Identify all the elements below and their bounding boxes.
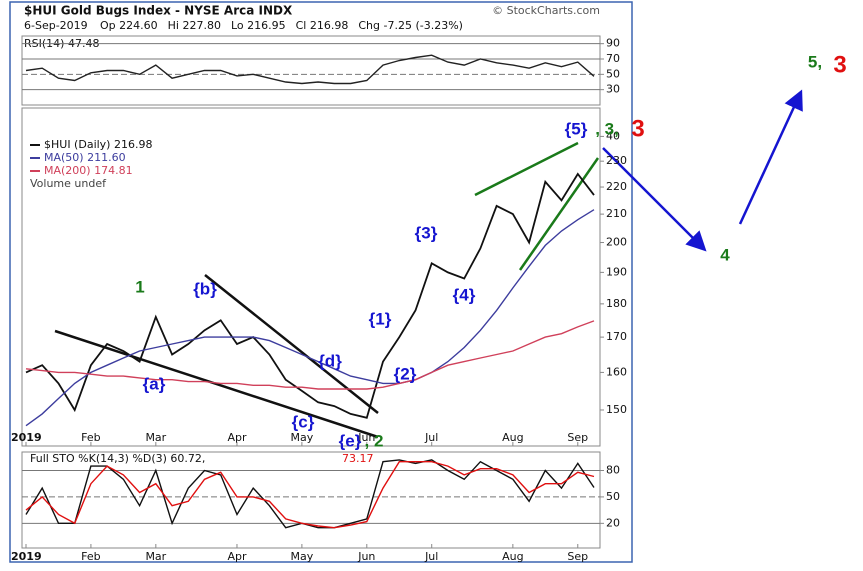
y-tick-label: 190 [606,265,627,278]
x-tick-label: Aug [502,431,523,444]
price-panel [21,107,601,447]
wave-label: {2} [394,364,417,383]
wave-label: {c} [292,412,315,431]
frame [9,1,633,563]
y-tick-label: 30 [606,83,620,96]
y-tick-label: 200 [606,236,627,249]
legend-label: MA(200) 174.81 [44,164,133,177]
wave-label: {4} [453,285,476,304]
x-tick-label: Aug [502,550,523,563]
wave-label: 5, [808,52,822,71]
y-tick-label: 210 [606,207,627,220]
x-tick-label: Mar [145,550,166,563]
source: © StockCharts.com [492,4,600,17]
x-tick-label: 2019 [11,550,42,563]
wave-label: {b} [193,279,217,298]
y-tick-label: 80 [606,463,620,476]
sto-panel [21,451,601,549]
x-tick-label: Jul [424,431,438,444]
sto-label: 73.17 [342,452,374,465]
trend-line [54,329,379,439]
y-tick-label: 70 [606,52,620,65]
y-tick-label: 50 [606,67,620,80]
x-tick-label: May [291,550,314,563]
x-tick-label: 2019 [11,431,42,444]
y-tick-label: 50 [606,490,620,503]
x-tick-label: Apr [227,431,247,444]
y-tick-label: 20 [606,516,620,529]
y-tick-label: 40 [606,129,620,142]
wave-label: 4 [720,245,730,264]
y-tick-label: 90 [606,37,620,50]
trend-line [474,141,579,197]
arrow [738,89,803,225]
quote-field: Hi 227.80 [168,19,221,32]
trend-line [518,157,600,271]
wave-label: , 3, [595,119,619,138]
trend-line [204,274,379,414]
wave-label: 3 [631,115,644,142]
x-tick-label: Jun [357,431,375,444]
wave-label: {d} [318,351,342,370]
series-line [25,54,595,85]
wave-label: {a} [143,374,166,393]
y-tick-label: 230 [606,154,627,167]
wave-label: {5} [565,119,588,138]
x-tick-label: Mar [145,431,166,444]
volume-label: Volume undef [30,177,107,190]
date: 6-Sep-2019 [24,19,88,32]
x-tick-label: Jul [424,550,438,563]
x-tick-label: Feb [81,550,100,563]
x-tick-label: May [291,431,314,444]
y-tick-label: 180 [606,297,627,310]
arrow [602,147,707,252]
series-line [25,320,595,390]
quote-field: Op 224.60 [100,19,158,32]
quote-field: Chg -7.25 (-3.23%) [358,19,463,32]
series-line [25,172,595,419]
wave-label: {1} [369,309,392,328]
quote-field: Cl 216.98 [296,19,349,32]
wave-label: , 2 [365,431,384,450]
x-tick-label: Apr [227,550,247,563]
sto-label: Full STO %K(14,3) %D(3) 60.72, [30,452,205,465]
wave-label: 1 [135,277,144,296]
legend-label: $HUI (Daily) 216.98 [44,138,152,151]
quote-field: Lo 216.95 [231,19,286,32]
legend-label: MA(50) 211.60 [44,151,126,164]
chart-title: $HUI Gold Bugs Index - NYSE Arca INDX [24,4,293,18]
x-tick-label: Jun [357,550,375,563]
wave-label: {e} [339,431,362,450]
x-tick-label: Sep [567,550,588,563]
series-line [25,209,595,427]
rsi-panel [21,35,601,106]
y-tick-label: 170 [606,330,627,343]
x-tick-label: Feb [81,431,100,444]
y-tick-label: 160 [606,365,627,378]
y-tick-label: 150 [606,403,627,416]
x-tick-label: Sep [567,431,588,444]
wave-label: 3 [833,51,846,78]
trend-lines [54,141,600,439]
y-tick-label: 220 [606,180,627,193]
series-line [25,459,595,529]
series-line [25,461,595,529]
wave-label: {3} [415,223,438,242]
